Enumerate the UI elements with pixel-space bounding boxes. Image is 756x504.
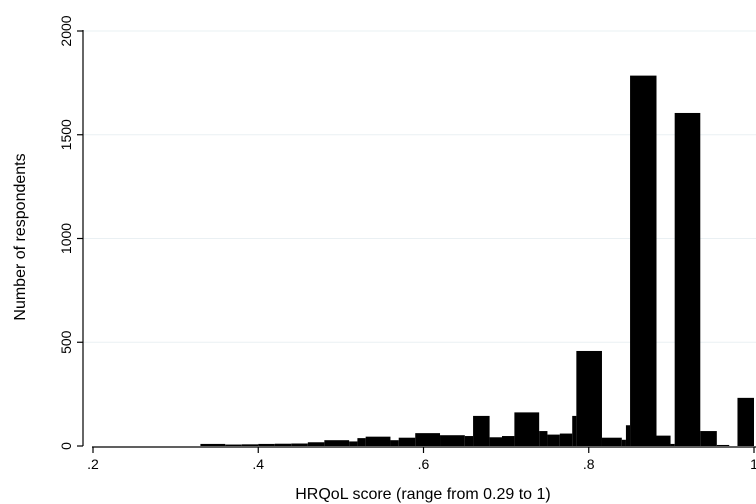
histogram-bar-32 — [700, 431, 717, 446]
histogram-bar-17 — [489, 437, 502, 446]
histogram-bar-25 — [601, 437, 622, 446]
histogram-bar-0 — [200, 443, 226, 446]
histogram-bar-24 — [576, 350, 602, 446]
y-axis-title: Number of respondents — [12, 153, 29, 320]
histogram-bar-34 — [737, 397, 754, 446]
y-tick-label-1: 500 — [58, 330, 74, 354]
histogram-bar-18 — [501, 436, 515, 446]
histogram-bar-2 — [241, 444, 259, 446]
histogram-bar-19 — [514, 412, 540, 446]
x-tick-label-3: .8 — [583, 456, 595, 472]
x-axis-title: HRQoL score (range from 0.29 to 1) — [295, 486, 551, 503]
histogram-bar-20 — [539, 431, 548, 446]
x-tick-label-0: .2 — [87, 456, 99, 472]
y-tick-label-4: 2000 — [58, 15, 74, 46]
histogram-bar-29 — [656, 435, 671, 446]
histogram-bar-8 — [349, 441, 358, 446]
x-tick-label-4: 1 — [750, 456, 756, 472]
histogram-bar-10 — [365, 436, 391, 446]
histogram-bar-22 — [559, 433, 573, 446]
histogram-bar-23 — [572, 415, 577, 446]
y-axis-ticks: 0 500 1000 1500 2000 — [58, 15, 83, 450]
histogram-bar-9 — [357, 438, 366, 446]
histogram-bar-5 — [291, 443, 308, 446]
x-tick-label-1: .4 — [252, 456, 264, 472]
histogram-bar-13 — [415, 433, 441, 446]
y-tick-label-2: 1000 — [58, 223, 74, 254]
y-tick-label-3: 1500 — [58, 119, 74, 150]
histogram-bar-1 — [225, 444, 242, 446]
histogram-bars — [200, 75, 754, 447]
histogram-bar-12 — [398, 437, 416, 446]
y-tick-label-0: 0 — [58, 442, 74, 450]
histogram-bar-16 — [473, 415, 490, 446]
histogram-bar-14 — [440, 435, 465, 446]
histogram-bar-3 — [258, 443, 275, 446]
histogram-bar-7 — [324, 440, 350, 446]
x-axis-ticks: .2 .4 .6 .8 1 — [87, 447, 756, 472]
histogram-bar-31 — [674, 112, 701, 447]
histogram-bar-4 — [274, 443, 292, 446]
histogram-bar-33 — [716, 444, 730, 446]
histogram-bar-15 — [464, 436, 474, 446]
histogram-bar-30 — [670, 443, 675, 446]
histogram-bar-28 — [630, 75, 657, 447]
histogram-bar-6 — [307, 442, 325, 446]
histogram-bar-11 — [390, 440, 399, 446]
x-tick-label-2: .6 — [418, 456, 430, 472]
histogram-bar-21 — [547, 434, 560, 446]
histogram-bar-26 — [621, 439, 626, 446]
histogram-bar-27 — [625, 425, 631, 446]
